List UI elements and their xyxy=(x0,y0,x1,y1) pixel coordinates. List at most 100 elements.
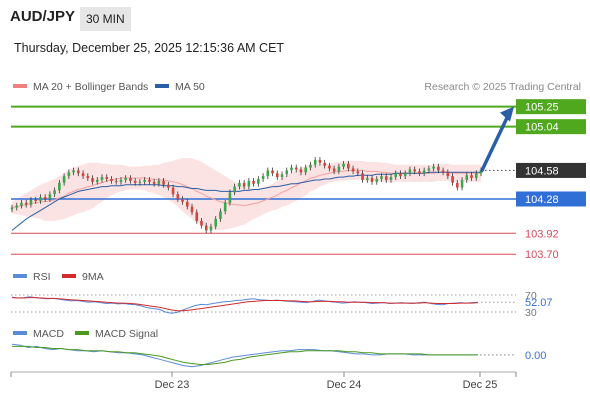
candle-body xyxy=(167,184,170,188)
candle-body xyxy=(119,179,123,182)
copyright-label: Research © 2025 Trading Central xyxy=(424,81,581,93)
candle-body xyxy=(432,166,435,169)
candle-body xyxy=(209,226,213,231)
candle-body xyxy=(337,166,341,172)
bollinger-legend-swatch xyxy=(13,84,27,88)
projection-arrow-shaft xyxy=(480,113,510,173)
candle-body xyxy=(280,174,284,178)
rsi-level-label: 70 xyxy=(525,290,537,302)
macd-signal-legend-swatch xyxy=(75,331,89,335)
candle-body xyxy=(39,197,42,201)
candle-body xyxy=(200,220,203,226)
candle-body xyxy=(403,173,407,177)
candle-body xyxy=(86,176,90,179)
level-label-target: 105.04 xyxy=(525,122,559,134)
candle-body xyxy=(43,197,47,199)
candle-body xyxy=(53,190,56,195)
candle-body xyxy=(133,180,137,183)
candle-body xyxy=(204,225,208,231)
bollinger-band-fill xyxy=(12,158,481,231)
candle-body xyxy=(275,173,279,178)
candle-body xyxy=(152,181,156,184)
candle-body xyxy=(157,180,161,184)
level-label-last: 104.58 xyxy=(525,165,559,177)
candle-body xyxy=(148,179,151,182)
candle-body xyxy=(323,162,326,166)
candle-body xyxy=(389,177,393,180)
level-label-box-pivot xyxy=(516,191,586,207)
candle-body xyxy=(110,179,113,181)
level-label-pivot: 104.28 xyxy=(525,194,559,206)
candle-body xyxy=(242,182,246,187)
candle-body xyxy=(91,178,94,182)
candle-body xyxy=(380,176,383,179)
candle-body xyxy=(214,218,218,227)
candle-body xyxy=(72,170,75,173)
candle-body xyxy=(176,194,180,199)
price-levels xyxy=(11,105,516,255)
candle-body xyxy=(370,178,374,182)
macd-signal-line xyxy=(12,345,478,365)
candle-body xyxy=(81,173,85,177)
candle-body xyxy=(261,176,265,179)
macd-legend-label: MACD xyxy=(33,328,64,340)
candle-body xyxy=(309,164,312,168)
candle-body xyxy=(67,172,71,177)
x-tick-label: Dec 25 xyxy=(463,379,498,391)
bollinger-legend-label: MA 20 + Bollinger Bands xyxy=(33,81,148,93)
projection-arrow xyxy=(480,106,514,173)
macd-line xyxy=(11,343,478,368)
candle-body xyxy=(252,180,255,184)
candle-body xyxy=(29,199,33,205)
candle-body xyxy=(124,178,127,180)
candle-body xyxy=(285,170,289,175)
candle-body xyxy=(366,178,369,180)
candle-body xyxy=(437,166,440,171)
candle-body xyxy=(413,169,416,172)
candle-body xyxy=(347,163,350,169)
candle-body xyxy=(451,176,454,183)
candle-body xyxy=(266,170,270,177)
candle-body xyxy=(100,177,104,180)
candle-body xyxy=(185,201,189,207)
candle-body xyxy=(456,182,459,188)
candle-body xyxy=(299,169,303,173)
candle-body xyxy=(257,179,260,184)
candle-body xyxy=(465,175,469,180)
rsi-level-label: 30 xyxy=(525,307,537,319)
candle-body xyxy=(48,194,52,199)
x-tick-label: Dec 24 xyxy=(327,379,362,391)
symbol-title: AUD/JPY xyxy=(10,8,76,25)
candle-body xyxy=(356,171,360,174)
level-label-support: 103.70 xyxy=(525,249,559,261)
candle-body xyxy=(171,187,175,195)
price-labels: 105.25 105.04 104.58 104.28 103.92 103.70 xyxy=(516,99,586,261)
level-label-box-target xyxy=(516,99,586,115)
timeframe-button[interactable]: 30 MIN xyxy=(80,7,131,31)
ma50-line xyxy=(11,171,481,231)
candle-body xyxy=(474,173,478,179)
rsi-ma-legend-swatch xyxy=(62,274,76,278)
candle-body xyxy=(427,168,431,171)
candle-body xyxy=(318,159,322,163)
candle-body xyxy=(332,168,336,172)
projection-arrow-head xyxy=(500,106,514,122)
candle-body xyxy=(375,179,379,182)
candle-body xyxy=(143,179,146,182)
candle-body xyxy=(470,175,473,179)
candle-body xyxy=(190,206,194,213)
candle-body xyxy=(24,202,28,205)
candle-body xyxy=(114,180,118,182)
candle-body xyxy=(10,207,14,210)
level-label-box-last xyxy=(516,162,586,178)
candle-body xyxy=(138,181,142,183)
main-legend: MA 20 + Bollinger Bands MA 50 Research ©… xyxy=(13,81,581,93)
level-label-box-target xyxy=(516,119,586,135)
candle-body xyxy=(247,180,251,187)
candle-body xyxy=(20,202,23,206)
level-label-support: 103.92 xyxy=(525,228,559,240)
ma50-legend-label: MA 50 xyxy=(175,81,205,93)
rsi-legend-swatch xyxy=(13,274,27,278)
